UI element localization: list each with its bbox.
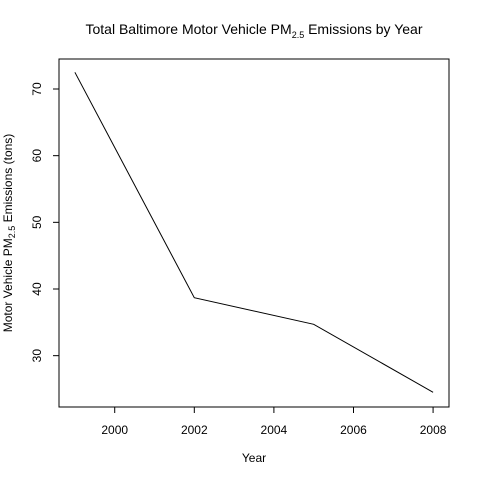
x-tick-label: 2006: [340, 423, 367, 437]
chart-title-suffix: Emissions by Year: [304, 21, 423, 37]
plot-frame: [58, 58, 450, 408]
x-axis: 2000 2002 2004 2006 2008: [101, 407, 447, 437]
y-axis: 30 40 50 60 70: [30, 82, 59, 362]
y-tick-label: 70: [30, 82, 44, 96]
chart-title-subscript: 2.5: [292, 30, 305, 40]
series-line: [74, 72, 434, 393]
y-axis-label-prefix: Motor Vehicle PM: [1, 238, 15, 332]
x-axis-label: Year: [242, 451, 266, 465]
y-tick-label: 40: [30, 282, 44, 296]
series-group: [74, 72, 434, 393]
x-tick-label: 2008: [420, 423, 447, 437]
y-axis-label: Motor Vehicle PM2.5 Emissions (tons): [1, 134, 17, 333]
plot-frame-group: [58, 58, 450, 408]
y-tick-label: 60: [30, 149, 44, 163]
y-tick-label: 50: [30, 215, 44, 229]
y-axis-label-subscript: 2.5: [7, 226, 17, 239]
y-axis-label-suffix: Emissions (tons): [1, 134, 15, 226]
y-tick-label: 30: [30, 349, 44, 363]
x-tick-label: 2000: [101, 423, 128, 437]
chart-title-prefix: Total Baltimore Motor Vehicle PM: [85, 21, 291, 37]
chart-title: Total Baltimore Motor Vehicle PM2.5 Emis…: [85, 21, 422, 40]
x-tick-label: 2002: [181, 423, 208, 437]
x-tick-label: 2004: [261, 423, 288, 437]
